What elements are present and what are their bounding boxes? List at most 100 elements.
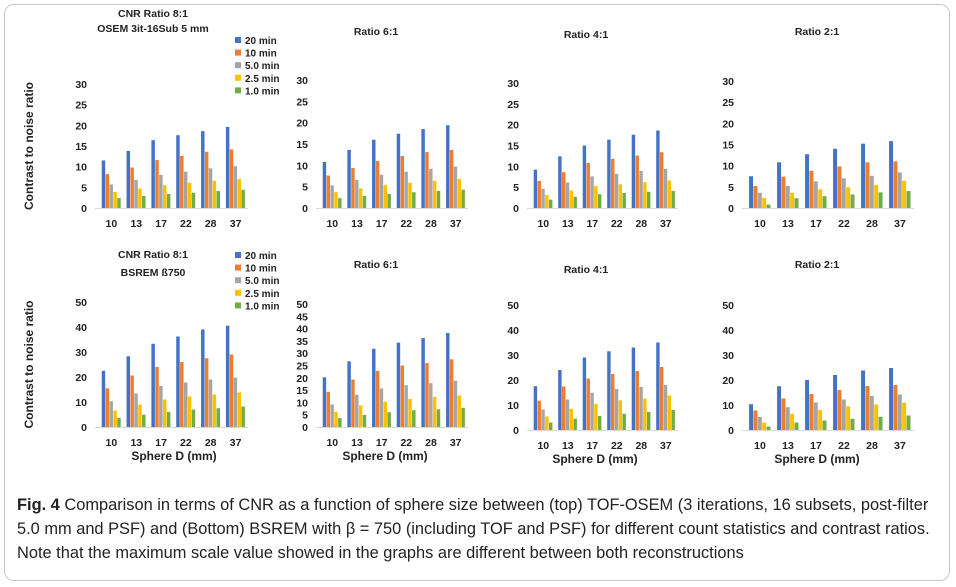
- x-tick-label: 10: [537, 218, 549, 230]
- bar-25min-d37: [902, 180, 907, 208]
- bar-20min-d17: [805, 154, 810, 208]
- bar-10min-d28: [204, 151, 209, 208]
- bar-50min-d22: [841, 399, 846, 430]
- y-tick-label: 25: [722, 97, 734, 109]
- bar-10min-d17: [809, 394, 814, 430]
- bar-10min-d37: [906, 415, 911, 430]
- x-tick-label: 10: [326, 218, 338, 230]
- bar-50min-d28: [429, 168, 433, 208]
- bar-10min-d37: [449, 359, 454, 427]
- legend-label: 1.0 min: [245, 301, 279, 312]
- bar-50min-d28: [869, 396, 874, 430]
- bar-10min-d10: [105, 174, 110, 208]
- bar-10min-d22: [850, 194, 855, 208]
- bar-10min-d37: [671, 190, 675, 208]
- caption-label: Fig. 4: [17, 496, 60, 514]
- y-tick-label: 45: [296, 311, 308, 323]
- bar-20min-d22: [396, 342, 401, 427]
- bar-50min-d37: [663, 168, 668, 208]
- bar-20min-d28: [631, 347, 636, 430]
- bar-10min-d37: [660, 152, 664, 208]
- bar-10min-d37: [241, 189, 245, 208]
- y-tick-label: 15: [75, 141, 87, 153]
- bar-25min-d10: [334, 411, 338, 427]
- bar-50min-d28: [208, 379, 213, 427]
- bar-25min-d10: [762, 422, 767, 430]
- x-tick-label: 10: [106, 437, 118, 449]
- y-tick-label: 30: [296, 348, 308, 360]
- bar-25min-d10: [113, 191, 117, 208]
- y-tick-label: 0: [513, 203, 519, 215]
- legend-swatch-50min: [235, 62, 241, 69]
- bar-10min-d28: [216, 408, 221, 427]
- bar-25min-d37: [667, 180, 672, 208]
- bar-50min-d17: [159, 386, 163, 427]
- x-tick-label: 22: [400, 218, 412, 230]
- y-tick-label: 10: [296, 397, 308, 409]
- x-tick-label: 17: [376, 437, 388, 449]
- bar-10min-d17: [586, 163, 590, 208]
- bar-10min-d22: [412, 192, 416, 208]
- bar-10min-d13: [351, 379, 355, 427]
- bar-20min-d37: [656, 342, 660, 430]
- y-tick-label: 35: [296, 336, 308, 348]
- bar-20min-d17: [582, 357, 587, 430]
- bar-25min-d13: [138, 404, 142, 427]
- x-tick-label: 10: [106, 218, 118, 230]
- bar-50min-d17: [159, 174, 163, 208]
- x-tick-label: 10: [326, 437, 338, 449]
- bar-10min-d17: [586, 378, 590, 430]
- bar-25min-d22: [846, 187, 851, 208]
- y-tick-label: 10: [722, 161, 734, 173]
- bar-50min-d28: [429, 383, 433, 427]
- bar-20min-d13: [777, 162, 782, 208]
- x-tick-label: 13: [782, 218, 794, 230]
- y-tick-label: 10: [296, 160, 308, 172]
- bar-10min-d17: [822, 420, 827, 430]
- y-tick-label: 0: [302, 422, 308, 434]
- bar-10min-d37: [660, 367, 664, 430]
- bar-25min-d13: [358, 188, 363, 208]
- y-tick-label: 5: [302, 182, 308, 194]
- x-tick-label: 37: [230, 437, 242, 449]
- bar-20min-d10: [322, 161, 327, 208]
- bar-50min-d10: [757, 192, 762, 208]
- y-axis-label: Contrast to noise ratio: [22, 300, 36, 428]
- bar-10min-d13: [130, 167, 134, 208]
- bar-20min-d10: [533, 169, 538, 208]
- bar-10min-d28: [216, 191, 221, 208]
- bar-50min-d10: [541, 409, 545, 430]
- bar-10min-d28: [425, 152, 429, 208]
- bar-25min-d17: [594, 404, 598, 430]
- x-tick-label: 37: [660, 218, 672, 230]
- bar-10min-d17: [597, 194, 602, 208]
- y-tick-label: 5: [81, 182, 87, 194]
- bar-10min-d37: [461, 407, 465, 427]
- chart-subtitle: OSEM 3it-16Sub 5 mm: [97, 23, 208, 35]
- caption-text: Comparison in terms of CNR as a function…: [17, 496, 930, 562]
- bar-25min-d22: [187, 396, 192, 427]
- bar-50min-d22: [183, 382, 188, 427]
- bar-20min-d22: [833, 148, 838, 208]
- x-tick-label: 28: [866, 440, 878, 452]
- bar-50min-d17: [813, 181, 818, 208]
- bar-25min-d37: [457, 178, 462, 208]
- bar-10min-d13: [362, 196, 367, 208]
- y-tick-label: 40: [507, 325, 519, 337]
- x-tick-label: 13: [351, 437, 363, 449]
- bar-50min-d28: [869, 175, 874, 208]
- bar-10min-d22: [180, 155, 184, 208]
- bar-10min-d13: [781, 176, 786, 208]
- bar-20min-d37: [225, 126, 230, 208]
- bar-10min-d10: [338, 198, 342, 208]
- bar-10min-d10: [326, 175, 331, 208]
- bar-10min-d22: [850, 418, 855, 430]
- bar-10min-d28: [878, 416, 883, 430]
- chart-title: Ratio 2:1: [795, 26, 840, 38]
- bar-25min-d13: [138, 188, 142, 208]
- bar-50min-d22: [404, 171, 408, 208]
- bar-25min-d37: [667, 395, 672, 430]
- bar-20min-d28: [201, 329, 205, 427]
- legend-swatch-10min: [235, 87, 241, 94]
- bar-20min-d13: [558, 156, 562, 208]
